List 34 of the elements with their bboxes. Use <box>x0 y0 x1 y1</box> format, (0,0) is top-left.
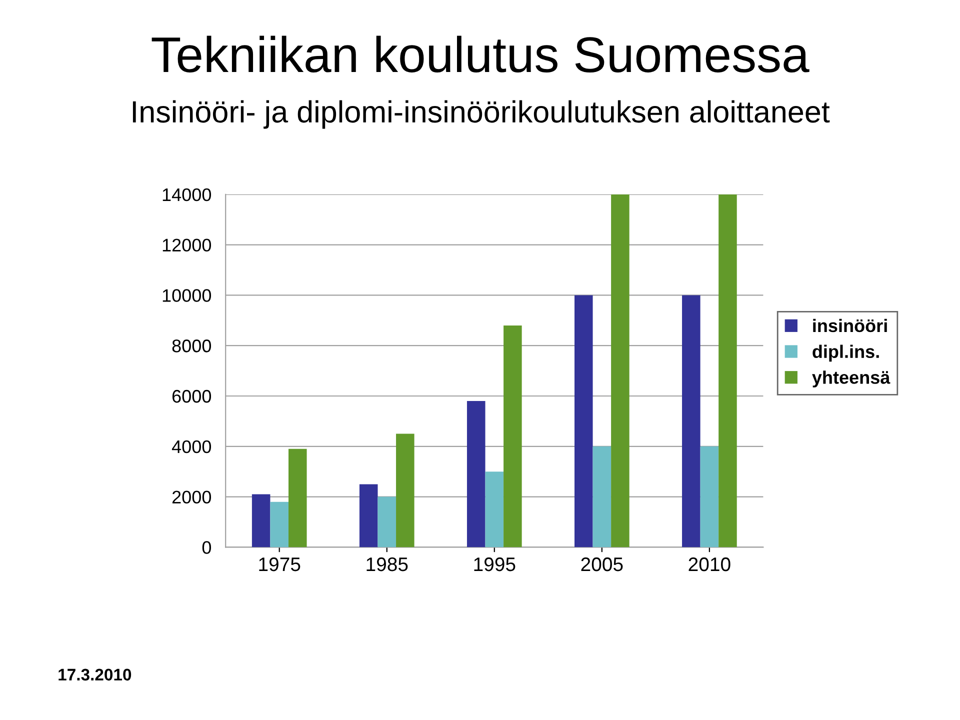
x-tick-label: 1985 <box>366 557 408 572</box>
legend-label: insinööri <box>813 318 887 332</box>
bar <box>359 484 378 548</box>
y-tick-label: 2000 <box>172 490 212 504</box>
y-tick-label: 14000 <box>162 188 212 202</box>
bar <box>718 194 737 548</box>
y-tick-label: 0 <box>202 541 212 554</box>
bar <box>252 494 270 548</box>
bar <box>396 434 414 548</box>
y-tick-label: 4000 <box>172 440 212 454</box>
bar <box>682 295 700 548</box>
legend-label: yhteensä <box>812 370 890 388</box>
legend-label: dipl.ins. <box>812 344 879 362</box>
bar <box>574 295 593 548</box>
bar <box>485 472 504 548</box>
bar <box>592 446 612 548</box>
y-tick-label: 10000 <box>162 289 212 302</box>
bar <box>270 502 288 548</box>
y-tick-label: 12000 <box>162 238 212 252</box>
x-tick-label: 1995 <box>474 557 516 572</box>
x-tick-label: 2005 <box>581 557 623 572</box>
bar <box>504 325 522 548</box>
x-tick-label: 1975 <box>259 557 300 572</box>
text: 17.3.2010 <box>58 668 132 681</box>
x-tick-label: 2010 <box>688 557 730 572</box>
chart-title: Tekniikan koulutus Suomessa <box>152 36 810 72</box>
bar <box>611 194 630 548</box>
chart-subtitle: Insinööri- ja diplomi-insinöörikoulutuksen aloittaneet <box>132 100 830 129</box>
bar <box>288 448 307 548</box>
bar <box>700 446 719 548</box>
bar <box>378 496 396 548</box>
y-tick-label: 6000 <box>172 390 212 403</box>
y-tick-label: 8000 <box>172 340 212 352</box>
bar <box>466 401 486 548</box>
